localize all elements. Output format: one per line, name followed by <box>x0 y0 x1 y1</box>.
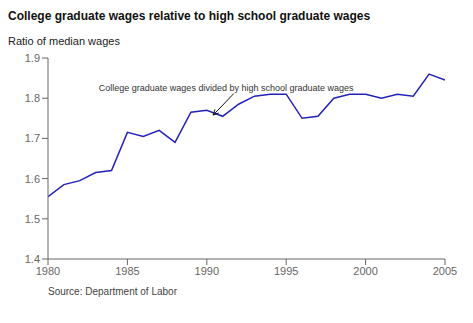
html-text:Source: Department of Labor: Source: Department of Labor <box>48 286 177 297</box>
svg-text:College graduate wages divided: College graduate wages divided by high s… <box>99 83 354 93</box>
svg-text:1.9: 1.9 <box>25 52 40 64</box>
svg-text:1995: 1995 <box>274 265 298 277</box>
html-text:College graduate wages relativ: College graduate wages relative to high … <box>8 9 371 23</box>
svg-text:2000: 2000 <box>353 265 377 277</box>
svg-text:1985: 1985 <box>115 265 139 277</box>
svg-text:1.8: 1.8 <box>25 92 40 104</box>
svg-text:1.5: 1.5 <box>25 213 40 225</box>
svg-text:1980: 1980 <box>36 265 60 277</box>
svg-text:1.6: 1.6 <box>25 173 40 185</box>
svg-text:1990: 1990 <box>195 265 219 277</box>
html-text:Ratio of median wages: Ratio of median wages <box>8 35 120 47</box>
svg-text:1.4: 1.4 <box>25 253 40 265</box>
svg-text:1.7: 1.7 <box>25 132 40 144</box>
svg-text:2005: 2005 <box>433 265 457 277</box>
